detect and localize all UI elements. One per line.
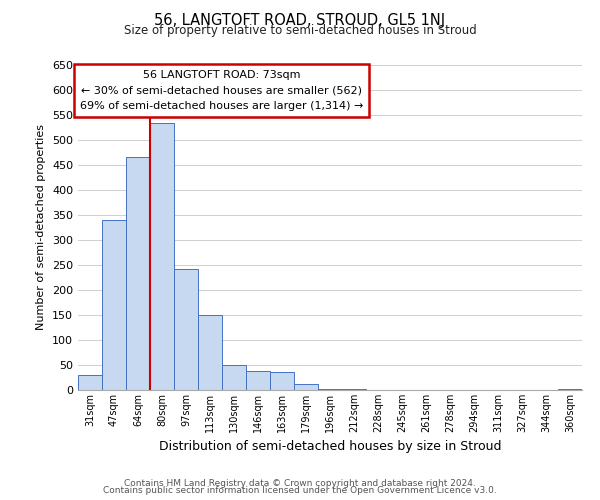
Y-axis label: Number of semi-detached properties: Number of semi-detached properties <box>37 124 46 330</box>
Bar <box>318 389 342 390</box>
Bar <box>126 156 150 390</box>
Text: Size of property relative to semi-detached houses in Stroud: Size of property relative to semi-detach… <box>124 24 476 37</box>
Bar <box>150 122 174 390</box>
Bar <box>294 384 318 390</box>
X-axis label: Distribution of semi-detached houses by size in Stroud: Distribution of semi-detached houses by … <box>159 440 501 454</box>
Bar <box>222 365 246 390</box>
Text: 56 LANGTOFT ROAD: 73sqm
← 30% of semi-detached houses are smaller (562)
69% of s: 56 LANGTOFT ROAD: 73sqm ← 30% of semi-de… <box>80 70 364 111</box>
Bar <box>558 388 582 390</box>
Text: 56, LANGTOFT ROAD, STROUD, GL5 1NJ: 56, LANGTOFT ROAD, STROUD, GL5 1NJ <box>154 12 446 28</box>
Bar <box>246 371 270 390</box>
Bar <box>342 389 366 390</box>
Text: Contains HM Land Registry data © Crown copyright and database right 2024.: Contains HM Land Registry data © Crown c… <box>124 478 476 488</box>
Bar <box>270 372 294 390</box>
Bar <box>174 268 198 390</box>
Bar <box>78 375 102 390</box>
Text: Contains public sector information licensed under the Open Government Licence v3: Contains public sector information licen… <box>103 486 497 495</box>
Bar <box>198 315 222 390</box>
Bar <box>102 220 126 390</box>
